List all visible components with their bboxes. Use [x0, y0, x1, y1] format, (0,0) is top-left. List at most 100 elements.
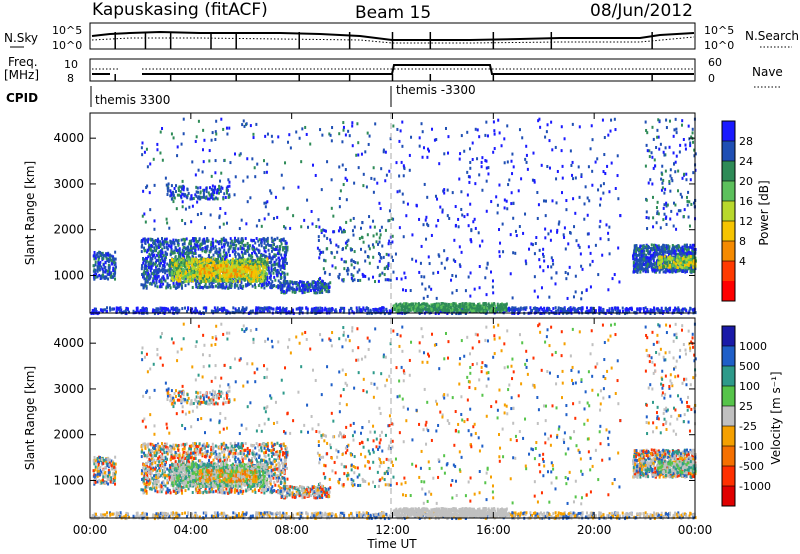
data-cell — [217, 271, 220, 275]
data-cell — [250, 277, 253, 281]
data-cell — [223, 286, 226, 290]
data-cell — [257, 306, 260, 310]
data-cell — [182, 259, 185, 263]
data-cell — [184, 193, 187, 197]
data-cell — [319, 306, 322, 310]
data-cell — [162, 254, 165, 258]
data-cell — [366, 131, 369, 135]
data-cell — [611, 308, 614, 312]
data-cell — [316, 283, 319, 287]
data-cell — [169, 245, 172, 249]
data-cell — [247, 280, 250, 284]
data-cell — [271, 257, 274, 261]
data-cell — [102, 256, 105, 260]
data-cell — [282, 225, 285, 229]
data-cell — [487, 166, 490, 170]
data-cell — [571, 307, 574, 311]
data-cell — [177, 265, 180, 269]
data-cell — [379, 273, 382, 277]
data-cell — [282, 186, 285, 190]
data-cell — [190, 270, 193, 274]
data-cell — [271, 240, 274, 244]
data-cell — [366, 233, 369, 237]
data-cell — [554, 306, 557, 310]
data-cell — [233, 265, 236, 269]
data-cell — [196, 309, 199, 313]
data-cell — [441, 308, 444, 312]
data-cell — [270, 134, 273, 138]
data-cell — [143, 150, 146, 154]
data-cell — [214, 265, 217, 269]
data-cell — [657, 308, 660, 312]
data-cell — [169, 241, 172, 245]
data-cell — [454, 308, 457, 312]
data-cell — [249, 309, 252, 313]
data-cell — [203, 237, 206, 241]
data-cell — [264, 246, 267, 250]
power-scatter — [90, 117, 697, 316]
data-cell — [404, 276, 407, 280]
data-cell — [586, 309, 589, 313]
data-cell — [159, 242, 162, 246]
data-cell — [184, 306, 187, 310]
data-cell — [358, 237, 361, 241]
data-cell — [241, 264, 244, 268]
data-cell — [446, 312, 449, 316]
data-cell — [149, 276, 152, 280]
data-cell — [222, 127, 225, 131]
data-cell — [272, 263, 275, 267]
data-cell — [101, 310, 104, 314]
data-cell — [426, 195, 429, 199]
data-cell — [100, 276, 103, 280]
data-cell — [212, 197, 215, 201]
data-cell — [166, 221, 169, 225]
data-cell — [104, 269, 107, 273]
data-cell — [309, 142, 312, 146]
data-cell — [251, 247, 254, 251]
data-cell — [522, 306, 525, 310]
data-cell — [321, 290, 324, 294]
data-cell — [330, 139, 333, 143]
data-cell — [681, 310, 684, 314]
data-cell — [145, 238, 148, 242]
data-cell — [238, 254, 241, 258]
data-cell — [192, 261, 195, 265]
data-cell — [104, 276, 107, 280]
data-cell — [260, 254, 263, 258]
data-cell — [164, 240, 167, 244]
data-cell — [221, 238, 224, 242]
data-cell — [476, 157, 479, 161]
data-cell — [167, 244, 170, 248]
data-cell — [360, 152, 363, 156]
data-cell — [238, 271, 241, 275]
data-cell — [164, 258, 167, 262]
data-cell — [142, 189, 145, 193]
data-cell — [347, 238, 350, 242]
data-cell — [142, 261, 145, 265]
data-cell — [147, 274, 150, 278]
data-cell — [185, 261, 188, 265]
data-cell — [259, 310, 262, 314]
data-cell — [233, 243, 236, 247]
data-cell — [529, 306, 532, 310]
data-cell — [216, 277, 219, 281]
data-cell — [207, 260, 210, 264]
data-cell — [148, 264, 151, 268]
data-cell — [273, 262, 276, 266]
data-cell — [308, 286, 311, 290]
data-cell — [164, 310, 167, 314]
data-cell — [224, 268, 227, 272]
data-cell — [402, 235, 405, 239]
data-cell — [203, 241, 206, 245]
data-cell — [271, 307, 274, 311]
data-cell — [544, 199, 547, 203]
data-cell — [498, 131, 501, 135]
data-cell — [190, 278, 193, 282]
data-cell — [245, 263, 248, 267]
data-cell — [226, 262, 229, 266]
data-cell — [323, 308, 326, 312]
data-cell — [302, 286, 305, 290]
data-cell — [282, 263, 285, 267]
data-cell — [676, 310, 679, 314]
data-cell — [198, 284, 201, 288]
